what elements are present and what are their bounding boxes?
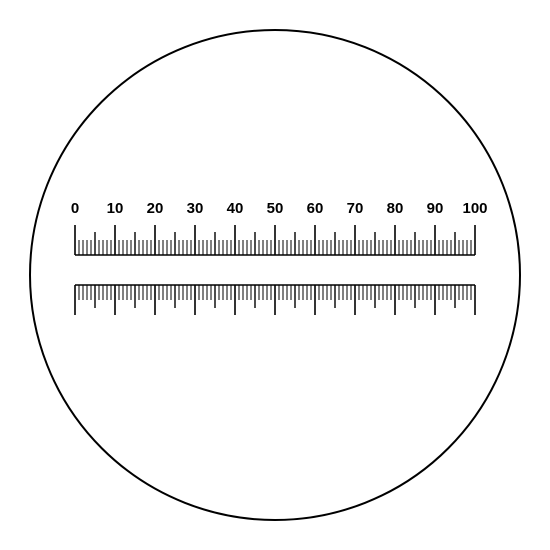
tick-label: 40 [227, 200, 244, 217]
tick-label: 50 [267, 200, 284, 217]
reticle-diagram: 0 10 20 30 40 50 60 70 80 90 100 [0, 0, 550, 550]
tick-label: 30 [187, 200, 204, 217]
tick-label: 60 [307, 200, 324, 217]
tick-label: 90 [427, 200, 444, 217]
tick-label: 100 [462, 200, 487, 217]
tick-label: 20 [147, 200, 164, 217]
tick-label: 10 [107, 200, 124, 217]
tick-label: 70 [347, 200, 364, 217]
tick-label: 0 [71, 200, 79, 217]
tick-label: 80 [387, 200, 404, 217]
